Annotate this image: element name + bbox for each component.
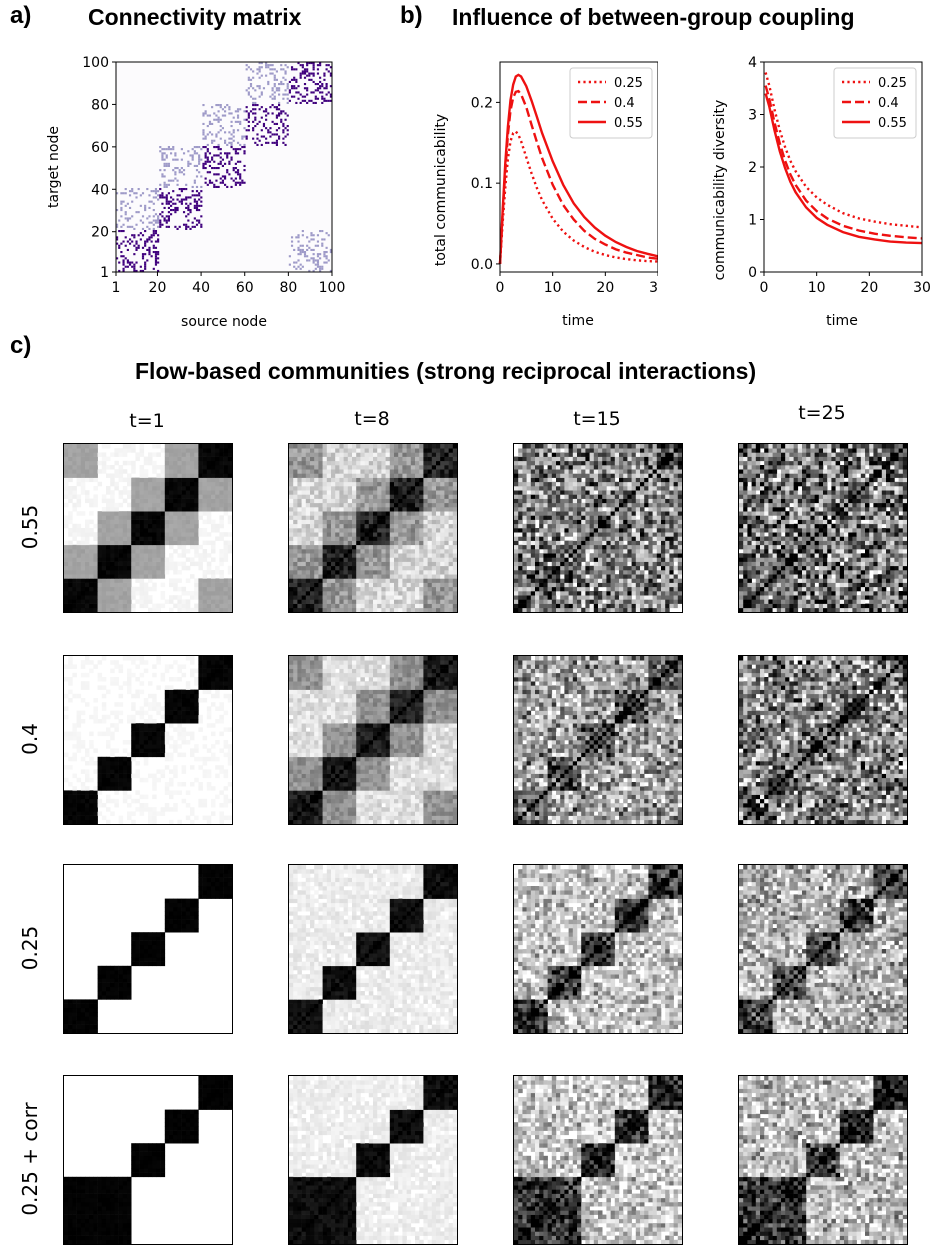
- y-tick-label: 0.2: [471, 95, 493, 111]
- community-matrix: [738, 443, 908, 613]
- y-tick-label: 2: [748, 160, 757, 176]
- community-matrix: [288, 443, 458, 613]
- community-matrix: [288, 1075, 458, 1245]
- x-tick-label: 30: [649, 280, 658, 296]
- connectivity-matrix-frame: [115, 61, 333, 273]
- y-tick-label: 4: [748, 55, 757, 71]
- y-tick-label: 20: [91, 225, 109, 241]
- row-label: 0.25: [18, 863, 42, 1033]
- within-group-block-2: [159, 188, 203, 230]
- x-axis-label: source node: [181, 314, 267, 330]
- y-axis-label: target node: [46, 126, 62, 208]
- y-tick-label: 1: [100, 265, 109, 281]
- x-tick-label: 10: [808, 280, 826, 296]
- between-group-block-3: [202, 104, 246, 146]
- x-tick-label: 20: [860, 280, 878, 296]
- community-matrix: [63, 1075, 233, 1245]
- x-axis-label: time: [562, 313, 594, 329]
- community-matrix: [513, 864, 683, 1034]
- within-group-block-4: [245, 104, 289, 146]
- y-tick-label: 1: [748, 213, 757, 229]
- legend-entry: 0.4: [878, 96, 899, 111]
- within-group-block-5: [288, 62, 332, 104]
- between-group-block-4: [245, 62, 289, 104]
- x-tick-label: 40: [192, 280, 210, 296]
- series-line-0-55: [764, 93, 923, 245]
- y-tick-label: 0.1: [471, 176, 493, 192]
- legend-entry: 0.25: [614, 76, 643, 91]
- legend: 0.25 0.4 0.55: [569, 67, 653, 139]
- x-tick-label: 0: [760, 280, 769, 296]
- row-label: 0.25 + corr: [18, 1074, 42, 1244]
- row-label: 0.4: [18, 654, 42, 824]
- y-tick-label: 0: [748, 265, 757, 281]
- column-title: t=1: [67, 410, 227, 432]
- panel-b-letter: b): [400, 2, 423, 30]
- x-tick-label: 80: [279, 280, 297, 296]
- series-line-0-25: [498, 129, 658, 264]
- series-line-0-55: [498, 73, 658, 264]
- community-matrix: [288, 864, 458, 1034]
- y-axis-label: total communicability: [433, 114, 449, 266]
- y-tick-label: 100: [82, 55, 109, 71]
- community-matrix: [738, 864, 908, 1034]
- community-matrix: [513, 443, 683, 613]
- y-tick-label: 60: [91, 140, 109, 156]
- community-matrix: [63, 655, 233, 825]
- series-line-0-25: [764, 72, 923, 229]
- panel-a-letter: a): [10, 2, 31, 30]
- y-tick-label: 40: [91, 182, 109, 198]
- x-tick-label: 60: [236, 280, 254, 296]
- between-group-block-2: [159, 146, 203, 188]
- panel-c-letter: c): [10, 332, 31, 360]
- legend-entry: 0.55: [878, 116, 907, 131]
- legend-entry: 0.55: [614, 116, 643, 131]
- communicability-diversity-chart: 0 10 20 30 0 1 2 3 4 0.25 0.4 0.55 time communicabi…: [712, 55, 931, 329]
- community-matrix: [738, 655, 908, 825]
- within-group-block-3: [202, 146, 246, 188]
- y-tick-label: 80: [91, 97, 109, 113]
- column-title: t=8: [292, 408, 452, 430]
- community-matrix: [288, 655, 458, 825]
- within-group-block-1: [116, 230, 160, 272]
- y-axis-label: communicability diversity: [712, 100, 728, 281]
- community-matrix: [513, 655, 683, 825]
- legend: 0.25 0.4 0.55: [833, 67, 917, 139]
- plot-frame: [499, 61, 658, 273]
- column-title: t=15: [517, 408, 677, 430]
- x-tick-label: 1: [112, 280, 121, 296]
- community-matrix: [738, 1075, 908, 1245]
- x-axis-label: time: [826, 313, 858, 329]
- x-tick-label: 20: [596, 280, 614, 296]
- panel-c-title: Flow-based communities (strong reciproca…: [135, 358, 756, 385]
- between-group-block-5: [288, 230, 332, 272]
- community-matrix: [63, 443, 233, 613]
- x-tick-label: 0: [496, 280, 505, 296]
- legend-entry: 0.25: [878, 76, 907, 91]
- x-tick-label: 20: [149, 280, 167, 296]
- panel-a-title: Connectivity matrix: [88, 4, 301, 31]
- y-tick-label: 0.0: [471, 257, 493, 273]
- community-matrix: [63, 864, 233, 1034]
- community-matrix: [513, 1075, 683, 1245]
- row-label: 0.55: [18, 442, 42, 612]
- x-tick-label: 30: [913, 280, 931, 296]
- series-line-0-4: [764, 85, 923, 240]
- between-group-block-1: [116, 188, 160, 230]
- panel-b-title: Influence of between-group coupling: [452, 4, 855, 31]
- x-tick-label: 10: [544, 280, 562, 296]
- column-title: t=25: [742, 402, 902, 424]
- total-communicability-chart: 0 10 20 30 0.0 0.1 0.2 0.25 0.4 0.55 time total c…: [433, 61, 658, 329]
- legend-entry: 0.4: [614, 96, 635, 111]
- y-tick-label: 3: [748, 108, 757, 124]
- x-tick-label: 100: [319, 280, 346, 296]
